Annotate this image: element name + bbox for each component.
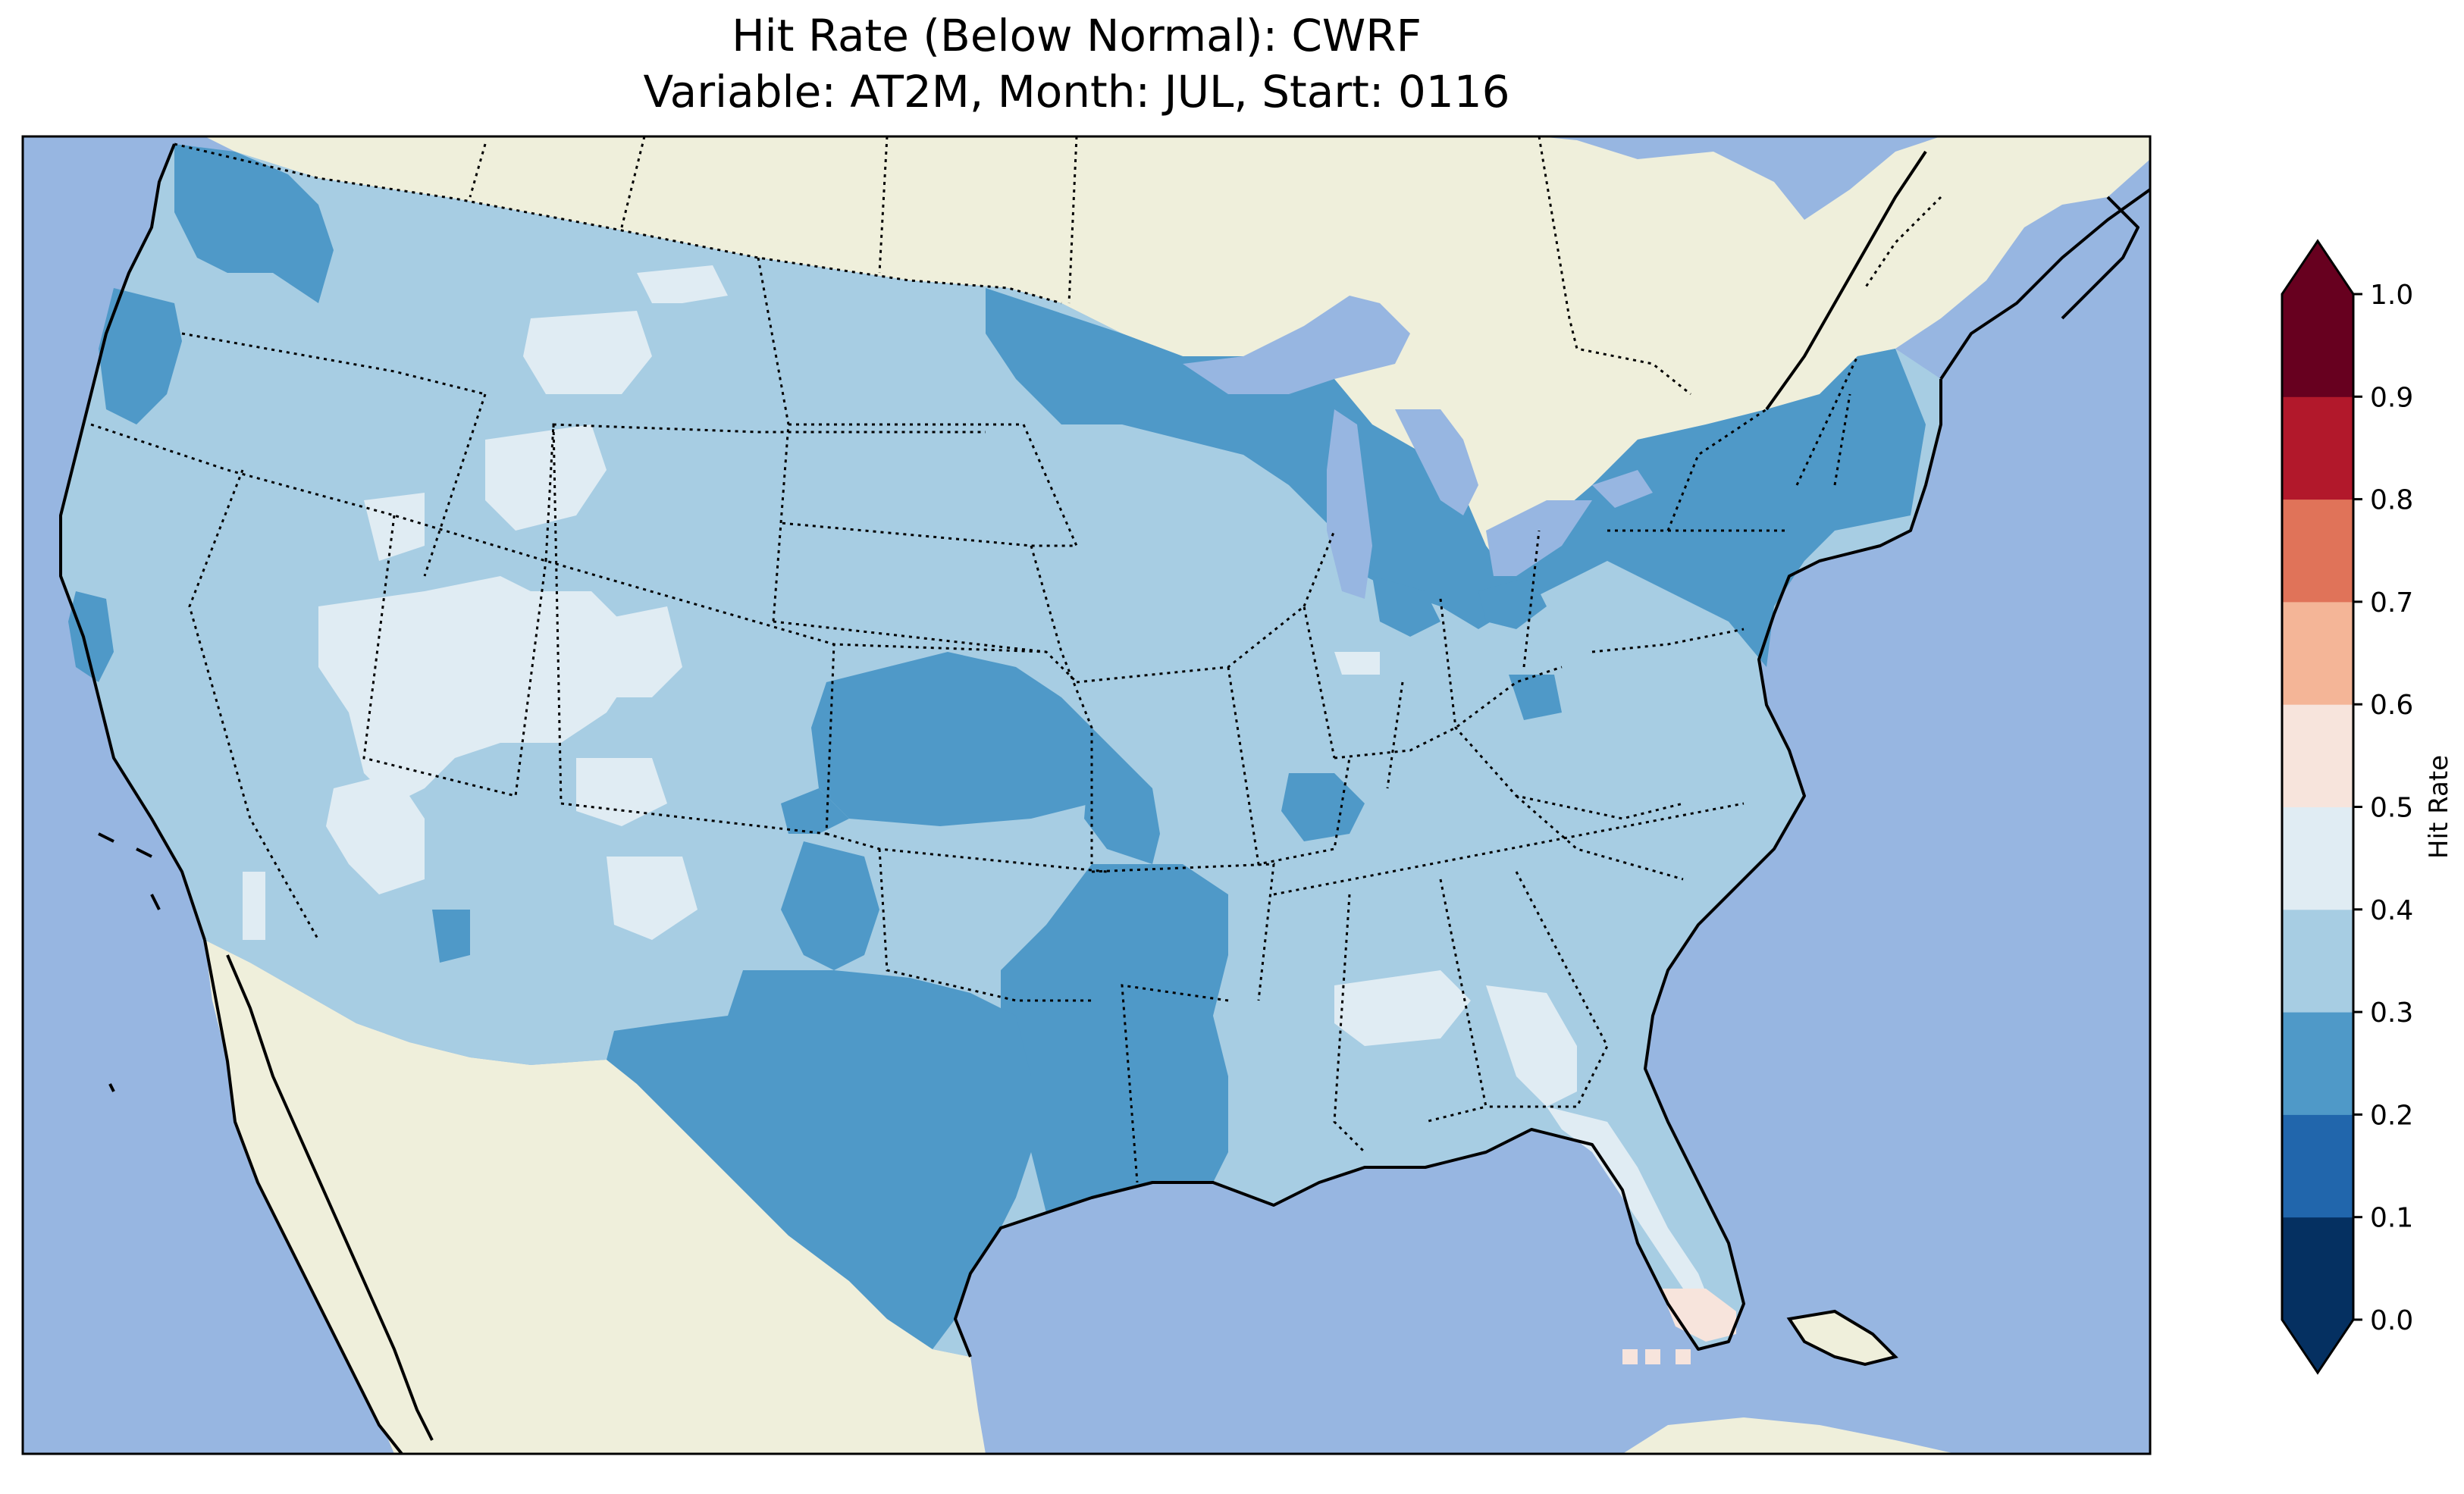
caribbean-land xyxy=(1622,1417,1956,1454)
field-class-0.5-0.6 xyxy=(1622,1289,1736,1364)
state-borders xyxy=(90,143,1859,1183)
colorbar-extend-under xyxy=(2282,1320,2353,1373)
colorbar-bin xyxy=(2282,1217,2353,1320)
colorbar-tick-label: 0.7 xyxy=(2370,587,2413,619)
colorbar-bin xyxy=(2282,294,2353,397)
coastlines xyxy=(59,143,2150,1454)
colorbar-tick-label: 0.3 xyxy=(2370,998,2413,1029)
colorbar-bin xyxy=(2282,601,2353,705)
colorbar-label: Hit Rate xyxy=(2424,755,2454,859)
colorbar-tick-label: 0.2 xyxy=(2370,1100,2413,1131)
colorbar: 0.0 0.1 0.2 0.3 0.4 0.5 0.6 0.7 0.8 0.9 1.0 Hit Rat… xyxy=(2281,239,2454,1375)
canada-borders xyxy=(469,136,1942,396)
colorbar-bin xyxy=(2282,499,2353,603)
colorbar-tick-label: 0.1 xyxy=(2370,1203,2413,1234)
map-frame xyxy=(21,135,2152,1455)
canada-land xyxy=(205,136,2150,576)
channel-islands xyxy=(98,832,161,1092)
colorbar-bin xyxy=(2282,807,2353,910)
cuba xyxy=(1786,1309,1898,1367)
colorbar-tick-label: 1.0 xyxy=(2370,280,2413,311)
colorbar-bin xyxy=(2282,704,2353,807)
field-class-0.4-0.5 xyxy=(243,265,1713,1311)
colorbar-tick-label: 0.8 xyxy=(2370,485,2413,516)
map-panel xyxy=(23,136,2150,1454)
chart-title: Hit Rate (Below Normal): CWRF xyxy=(732,10,1422,61)
colorbar-tick-label: 0.0 xyxy=(2370,1305,2413,1336)
colorbar-tick-label: 0.5 xyxy=(2370,793,2413,824)
colorbar-bin xyxy=(2282,396,2353,500)
chart-subtitle: Variable: AT2M, Month: JUL, Start: 0116 xyxy=(643,66,1510,117)
colorbar-bin xyxy=(2282,1114,2353,1218)
colorbar-bin xyxy=(2282,1012,2353,1115)
colorbar-extend-over xyxy=(2282,241,2353,294)
colorbar-tick-label: 0.4 xyxy=(2370,895,2413,926)
colorbar-tick-label: 0.6 xyxy=(2370,690,2413,721)
colorbar-tick-label: 0.9 xyxy=(2370,382,2413,413)
colorbar-bin xyxy=(2282,909,2353,1013)
mexico-land xyxy=(205,940,986,1454)
